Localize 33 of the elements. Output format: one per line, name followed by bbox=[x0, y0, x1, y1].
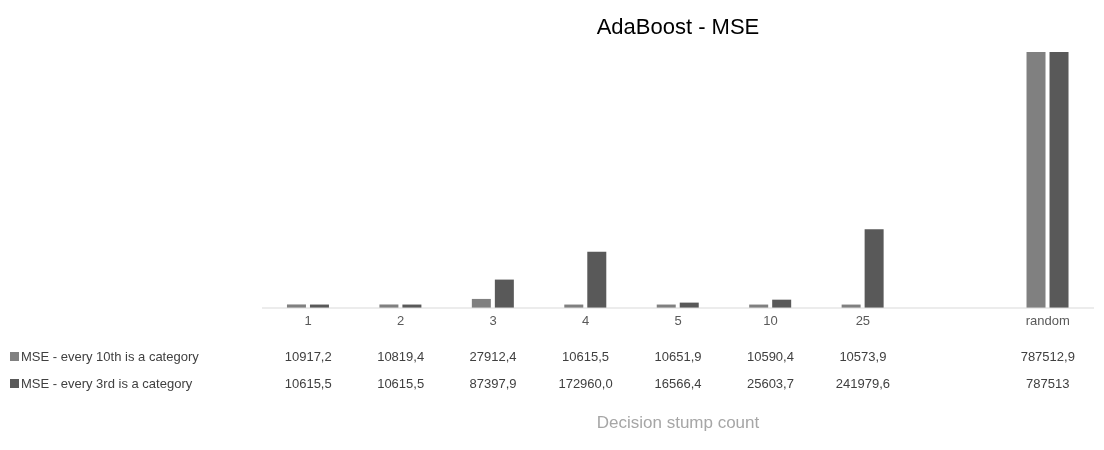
data-label: 10651,9 bbox=[654, 349, 702, 364]
bar bbox=[587, 251, 607, 308]
chart-title: AdaBoost - MSE bbox=[595, 14, 761, 40]
data-label: 172960,0 bbox=[558, 376, 613, 391]
bar bbox=[864, 229, 884, 308]
data-label: 10615,5 bbox=[562, 349, 610, 364]
x-tick-label: random bbox=[1025, 313, 1070, 329]
data-label: 16566,4 bbox=[654, 376, 702, 391]
bar bbox=[1026, 52, 1046, 308]
x-tick-label: 5 bbox=[674, 313, 682, 329]
legend-label: MSE - every 3rd is a category bbox=[21, 376, 193, 391]
x-tick-label: 25 bbox=[855, 313, 871, 329]
data-label: 10615,5 bbox=[377, 376, 425, 391]
data-label: 787512,9 bbox=[1020, 349, 1075, 364]
x-tick-label: 10 bbox=[763, 313, 778, 329]
data-label: 10819,4 bbox=[377, 349, 425, 364]
bar bbox=[1049, 52, 1069, 308]
x-axis-title: Decision stump count bbox=[595, 413, 761, 433]
x-tick-label: 3 bbox=[489, 313, 497, 329]
data-label: 10917,2 bbox=[284, 349, 332, 364]
data-label: 787513 bbox=[1026, 376, 1070, 391]
x-tick-label: 2 bbox=[397, 313, 405, 329]
bar bbox=[494, 279, 514, 308]
data-label: 87397,9 bbox=[469, 376, 517, 391]
x-tick-label: 1 bbox=[304, 313, 312, 329]
data-label: 25603,7 bbox=[746, 376, 794, 391]
data-label: 10573,9 bbox=[839, 349, 887, 364]
data-label: 241979,6 bbox=[835, 376, 890, 391]
data-label: 27912,4 bbox=[469, 349, 517, 364]
x-tick-label: 4 bbox=[581, 313, 590, 329]
data-label: 10590,4 bbox=[746, 349, 794, 364]
legend-label: MSE - every 10th is a category bbox=[21, 349, 199, 364]
data-label: 10615,5 bbox=[284, 376, 332, 391]
